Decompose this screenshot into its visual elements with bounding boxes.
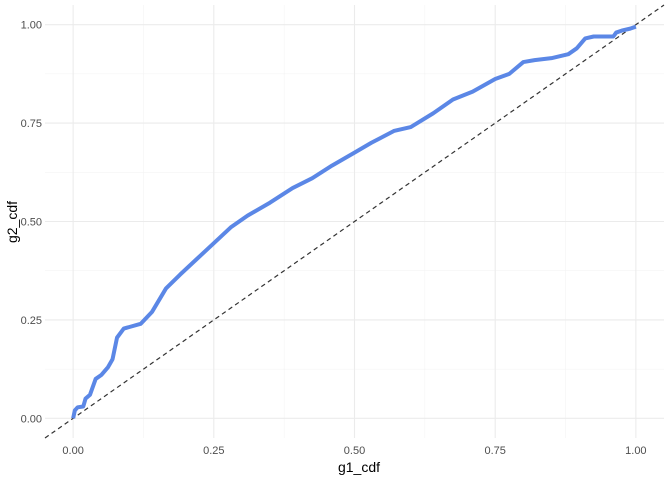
reference-line-layer bbox=[44, 4, 665, 439]
x-tick-label: 0.25 bbox=[203, 445, 224, 457]
y-tick-label: 0.00 bbox=[21, 413, 42, 425]
y-axis-title: g2_cdf bbox=[4, 201, 20, 243]
y-tick-label: 0.75 bbox=[21, 118, 42, 130]
x-tick-label: 0.00 bbox=[62, 445, 83, 457]
series-layer bbox=[71, 24, 637, 419]
y-tick-label: 0.50 bbox=[21, 217, 42, 229]
x-tick-label: 0.75 bbox=[484, 445, 505, 457]
x-axis-ticks: 0.00 0.25 0.50 0.75 1.00 bbox=[62, 445, 646, 457]
y-tick-label: 1.00 bbox=[21, 20, 42, 32]
reference-diagonal-line bbox=[44, 4, 665, 439]
y-axis-ticks: 0.00 0.25 0.50 0.75 1.00 bbox=[21, 20, 42, 426]
x-axis-title: g1_cdf bbox=[338, 459, 380, 475]
x-tick-label: 1.00 bbox=[625, 445, 646, 457]
x-tick-label: 0.50 bbox=[344, 445, 365, 457]
y-tick-label: 0.25 bbox=[21, 315, 42, 327]
cdf-series-line bbox=[71, 24, 637, 419]
